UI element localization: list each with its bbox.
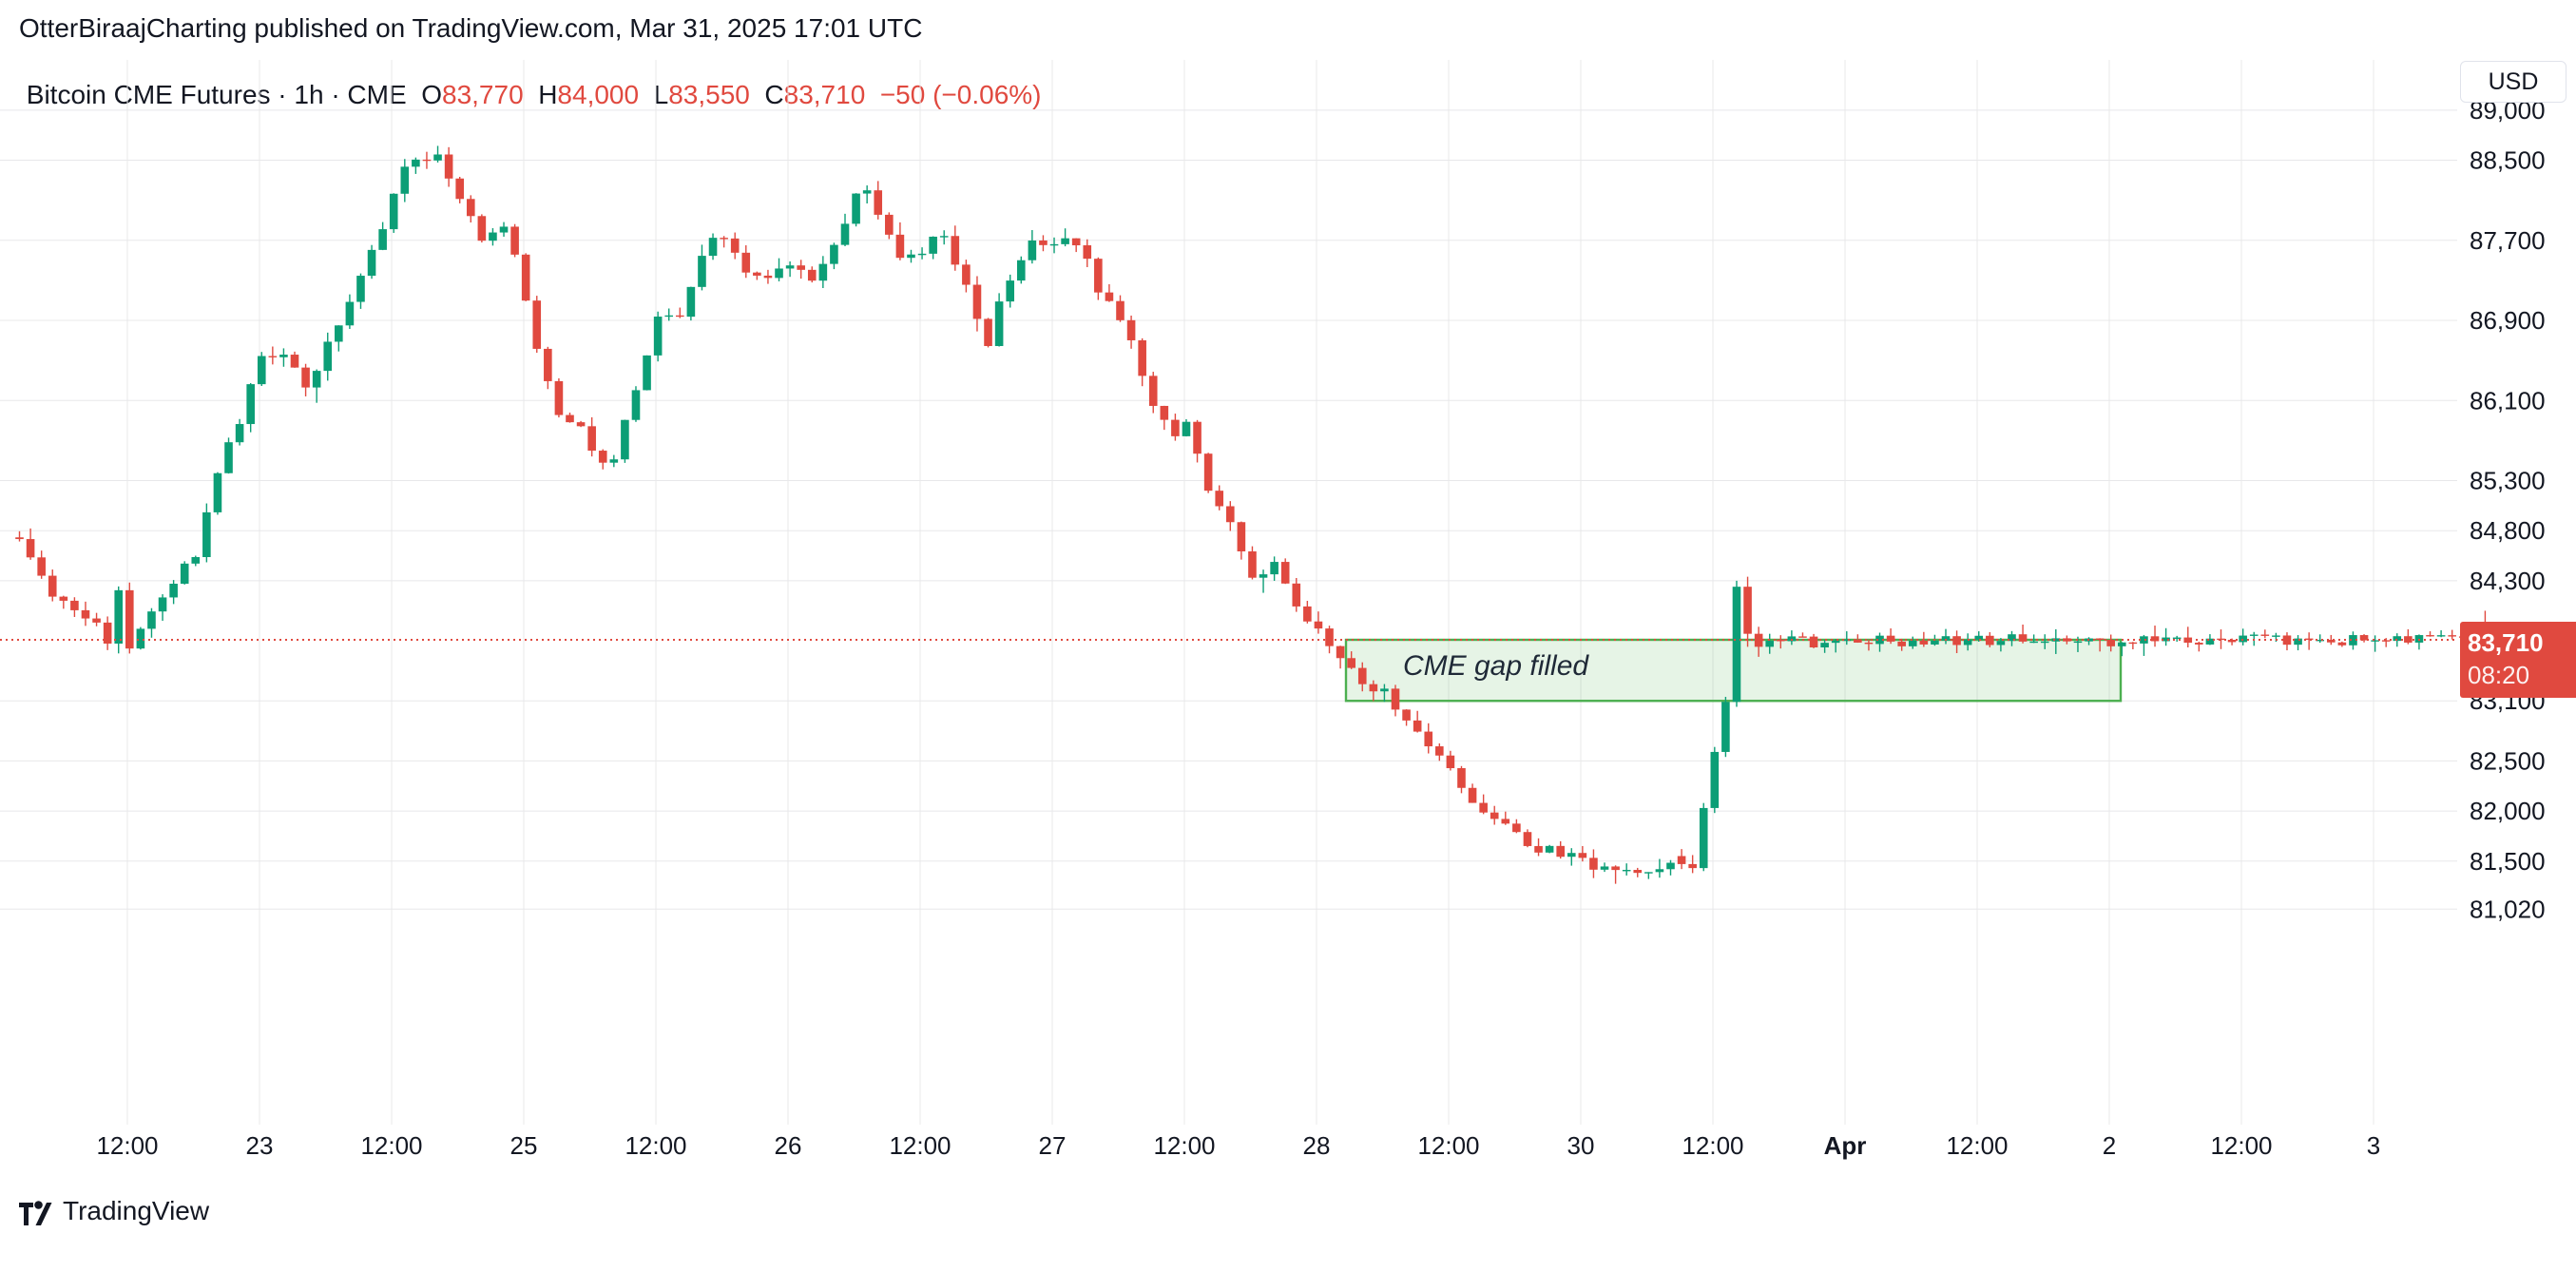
svg-text:81,500: 81,500 (2470, 847, 2546, 876)
svg-text:12:00: 12:00 (360, 1131, 422, 1160)
svg-text:CME gap filled: CME gap filled (1403, 650, 1589, 682)
svg-text:82,500: 82,500 (2470, 746, 2546, 775)
svg-text:86,900: 86,900 (2470, 306, 2546, 335)
svg-text:12:00: 12:00 (1946, 1131, 2008, 1160)
svg-text:28: 28 (1303, 1131, 1331, 1160)
svg-text:85,300: 85,300 (2470, 467, 2546, 495)
svg-text:86,100: 86,100 (2470, 386, 2546, 414)
svg-text:12:00: 12:00 (1682, 1131, 1743, 1160)
svg-text:84,300: 84,300 (2470, 567, 2546, 595)
svg-text:12:00: 12:00 (1153, 1131, 1215, 1160)
svg-text:12:00: 12:00 (1417, 1131, 1479, 1160)
svg-text:2: 2 (2103, 1131, 2116, 1160)
svg-text:81,020: 81,020 (2470, 895, 2546, 923)
svg-text:82,000: 82,000 (2470, 797, 2546, 825)
svg-text:26: 26 (775, 1131, 802, 1160)
svg-text:30: 30 (1567, 1131, 1595, 1160)
svg-text:Apr: Apr (1824, 1131, 1867, 1160)
svg-text:12:00: 12:00 (889, 1131, 951, 1160)
svg-text:27: 27 (1039, 1131, 1067, 1160)
svg-text:12:00: 12:00 (96, 1131, 158, 1160)
svg-text:3: 3 (2367, 1131, 2380, 1160)
svg-text:12:00: 12:00 (2210, 1131, 2272, 1160)
svg-text:23: 23 (246, 1131, 274, 1160)
svg-text:88,500: 88,500 (2470, 146, 2546, 175)
svg-text:87,700: 87,700 (2470, 226, 2546, 255)
svg-text:25: 25 (510, 1131, 538, 1160)
svg-text:84,800: 84,800 (2470, 516, 2546, 545)
svg-text:12:00: 12:00 (625, 1131, 686, 1160)
